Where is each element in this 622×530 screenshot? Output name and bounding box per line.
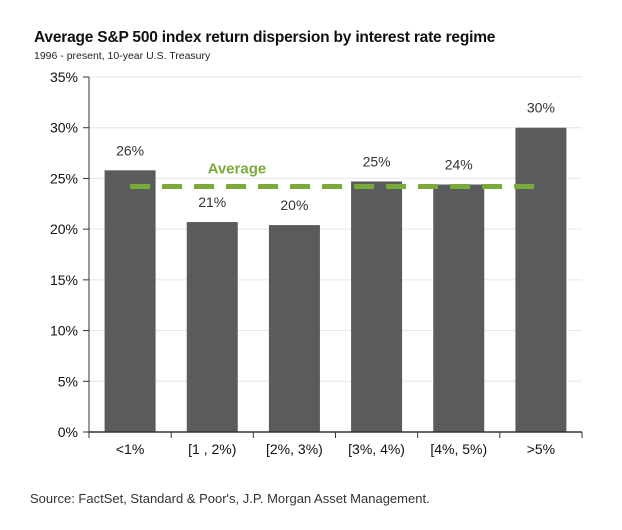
x-tick-label: [4%, 5%)	[430, 441, 487, 457]
bar-value-label: 20%	[280, 197, 308, 213]
x-tick-label: >5%	[527, 441, 555, 457]
bar	[515, 127, 567, 432]
y-tick-label: 35%	[50, 69, 78, 85]
x-tick-label: [2%, 3%)	[266, 441, 323, 457]
y-tick-label: 20%	[50, 221, 78, 237]
x-tick-label: <1%	[116, 441, 144, 457]
bar-value-label: 24%	[445, 157, 473, 173]
average-label: Average	[208, 161, 267, 178]
y-tick-label: 30%	[50, 120, 78, 136]
bar	[104, 170, 156, 433]
x-tick-label: [1 , 2%)	[188, 441, 236, 457]
bar-value-label: 26%	[116, 142, 144, 158]
bar-chart: 0% 5% 10% 15% 20% 25% 30% 35% 26% <1% 21% [1 , 2%) 2…	[50, 69, 583, 457]
bar-value-label: 30%	[527, 100, 555, 116]
bar-value-label: 25%	[363, 153, 391, 169]
bar	[268, 225, 320, 432]
bar-value-label: 21%	[198, 194, 226, 210]
y-tick-label: 5%	[58, 373, 78, 389]
bar	[351, 181, 403, 432]
y-tick-label: 25%	[50, 170, 78, 186]
chart-subtitle: 1996 - present, 10-year U.S. Treasury	[34, 50, 211, 62]
chart-title: Average S&P 500 index return dispersion …	[34, 29, 496, 46]
y-tick-label: 10%	[50, 323, 78, 339]
y-tick-label: 15%	[50, 272, 78, 288]
bar	[186, 222, 238, 432]
source-note: Source: FactSet, Standard & Poor's, J.P.…	[30, 491, 430, 506]
x-tick-label: [3%, 4%)	[348, 441, 405, 457]
bar	[433, 184, 485, 432]
y-tick-label: 0%	[58, 424, 78, 440]
